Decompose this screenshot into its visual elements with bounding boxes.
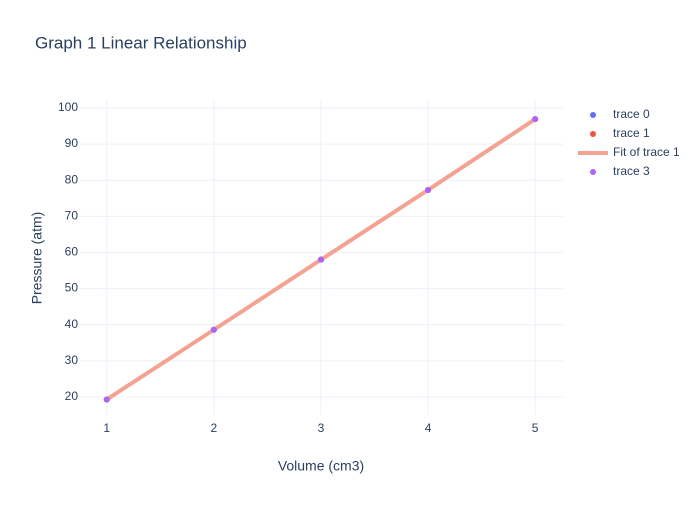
legend-symbol (590, 112, 596, 118)
x-axis-label: Volume (cm3) (278, 458, 364, 474)
point (425, 186, 432, 193)
chart-title: Graph 1 Linear Relationship (35, 33, 247, 52)
y-tick-label: 20 (65, 389, 79, 403)
legend-label: trace 3 (613, 164, 650, 178)
legend-symbol (590, 169, 596, 175)
y-tick-label: 80 (65, 172, 79, 186)
y-tick-label: 50 (65, 281, 79, 295)
legend-label: Fit of trace 1 (613, 145, 680, 159)
point (532, 116, 539, 123)
x-tick-label: 3 (318, 421, 325, 435)
point (317, 256, 324, 263)
y-tick-label: 90 (65, 136, 79, 150)
y-axis-label: Pressure (atm) (29, 212, 45, 305)
legend-symbol (590, 131, 596, 137)
y-tick-label: 70 (65, 208, 79, 222)
x-tick-label: 4 (425, 421, 432, 435)
y-tick-label: 40 (65, 317, 79, 331)
x-tick-label: 2 (211, 421, 218, 435)
legend-label: trace 1 (613, 126, 650, 140)
x-tick-label: 1 (103, 421, 110, 435)
y-tick-label: 30 (65, 353, 79, 367)
point (103, 396, 110, 403)
legend-label: trace 0 (613, 107, 650, 121)
x-tick-label: 5 (532, 421, 539, 435)
y-tick-label: 60 (65, 245, 79, 259)
point (210, 326, 217, 333)
y-tick-label: 100 (58, 100, 78, 114)
